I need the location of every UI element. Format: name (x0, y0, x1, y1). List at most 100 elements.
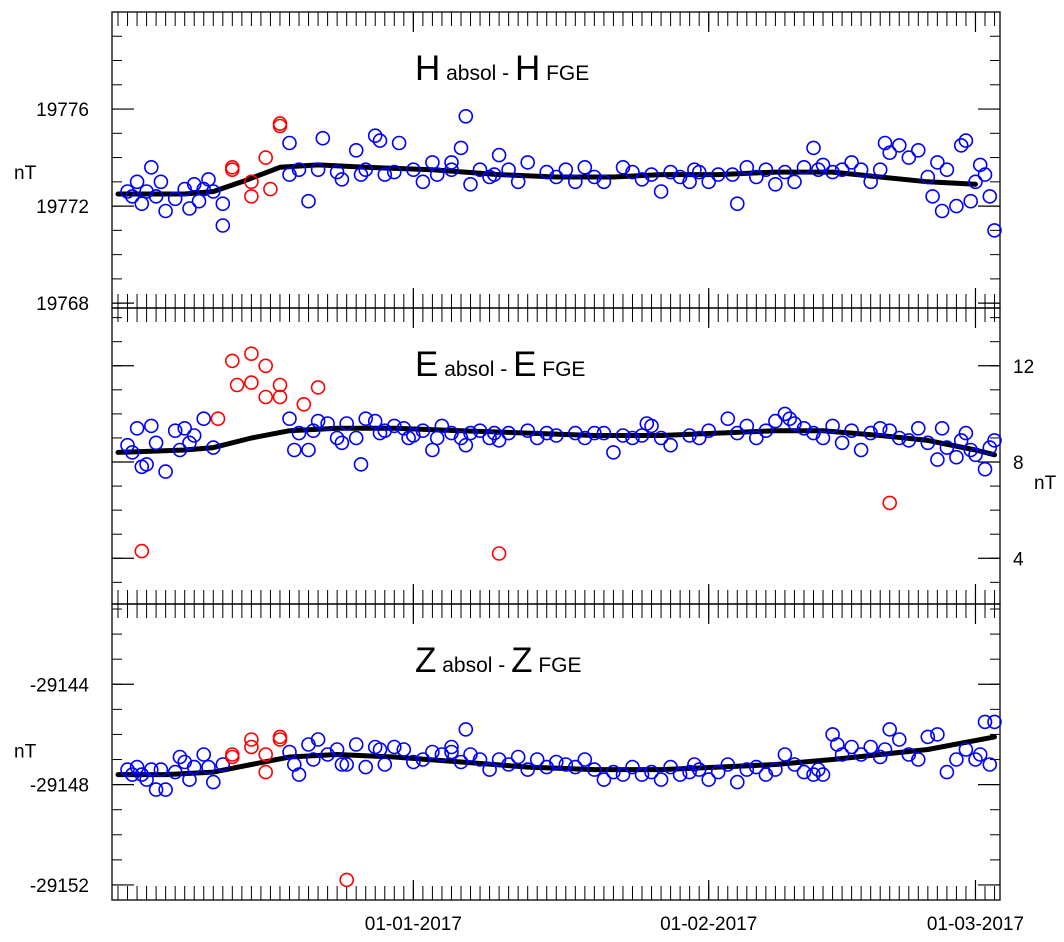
normal-points-series (120, 109, 1002, 238)
normal-point (510, 749, 526, 765)
normal-point (125, 445, 140, 460)
normal-point (158, 203, 173, 219)
normal-point (148, 189, 164, 204)
normal-point (201, 759, 216, 775)
normal-points-series (120, 406, 1002, 479)
normal-point (329, 742, 345, 757)
flagged-point (244, 189, 259, 204)
normal-point (425, 442, 440, 458)
normal-point (768, 762, 783, 777)
normal-point (653, 184, 669, 199)
normal-point (930, 727, 945, 742)
normal-point (177, 181, 192, 197)
flagged-points-series (225, 729, 355, 888)
normal-point (930, 155, 945, 170)
normal-point (567, 174, 583, 190)
title-part: absol (438, 358, 500, 381)
normal-point (825, 164, 840, 180)
normal-point (396, 742, 412, 757)
normal-point (653, 772, 669, 787)
flagged-point (310, 380, 326, 395)
normal-point (291, 162, 307, 177)
normal-point (415, 423, 431, 439)
normal-point (863, 174, 879, 190)
normal-point (548, 428, 564, 443)
normal-point (377, 423, 393, 439)
normal-point (963, 442, 979, 458)
normal-point (796, 160, 812, 175)
normal-point (120, 762, 135, 777)
normal-point (720, 757, 736, 772)
flagged-point (229, 377, 245, 393)
normal-point (787, 174, 802, 190)
normal-point (348, 143, 364, 158)
normal-point (453, 140, 469, 156)
y-axis-unit-label: nT (14, 742, 37, 763)
normal-point (725, 167, 740, 182)
normal-point (806, 767, 821, 782)
normal-point (653, 430, 669, 446)
normal-point (320, 416, 335, 431)
normal-point (863, 425, 879, 441)
normal-point (501, 757, 516, 772)
normal-point (182, 772, 197, 787)
title-part: H (515, 49, 540, 88)
normal-point (144, 160, 159, 175)
normal-point (348, 430, 364, 446)
normal-point (644, 418, 659, 434)
normal-point (125, 767, 140, 782)
plot-layer: 19768 19772 19776 nT H absol - H FGE 4 8 12 nT E … (14, 11, 1057, 935)
normal-point (558, 757, 574, 772)
normal-point (196, 411, 211, 427)
normal-point (429, 167, 445, 182)
normal-point (939, 440, 955, 455)
normal-point (958, 133, 974, 148)
normal-point (463, 177, 478, 192)
flagged-point (272, 116, 288, 131)
normal-point (748, 759, 764, 775)
flagged-point (258, 764, 274, 780)
normal-point (215, 196, 231, 211)
title-part: Z (415, 641, 436, 680)
normal-point (434, 747, 450, 762)
normal-point (520, 423, 536, 439)
normal-point (934, 203, 950, 219)
panel-frame (111, 11, 1001, 309)
title-part: FGE (540, 62, 589, 85)
normal-point (939, 764, 955, 780)
normal-point (482, 430, 497, 446)
y-tick-label: 19776 (36, 100, 89, 121)
normal-point (472, 162, 488, 177)
normal-point (548, 169, 564, 185)
normal-point (891, 138, 907, 153)
title-part: E (513, 345, 536, 384)
normal-point (972, 747, 988, 762)
normal-point (353, 457, 369, 472)
normal-point (182, 435, 197, 451)
normal-point (882, 145, 898, 160)
normal-point (872, 162, 888, 177)
normal-point (701, 772, 717, 787)
normal-point (920, 169, 936, 185)
normal-point (615, 160, 631, 175)
panel-h: 19768 19772 19776 nT H absol - H FGE (14, 11, 1002, 315)
normal-point (825, 418, 840, 434)
normal-point (148, 435, 164, 451)
normal-point (167, 764, 183, 780)
normal-point (949, 449, 964, 465)
normal-point (606, 764, 621, 780)
normal-point (877, 742, 893, 757)
normal-point (663, 437, 678, 453)
panel-z: -29152 -29148 -29144 nT Z absol - Z FGE (14, 603, 1002, 901)
normal-point (968, 447, 983, 463)
normal-point (853, 162, 869, 177)
normal-point (406, 162, 421, 177)
normal-point (910, 420, 926, 436)
normal-point (577, 752, 593, 767)
normal-point (815, 767, 831, 782)
normal-point (334, 172, 350, 187)
normal-point (310, 413, 326, 429)
normal-point (444, 739, 459, 755)
normal-point (186, 428, 202, 443)
normal-point (682, 174, 697, 190)
